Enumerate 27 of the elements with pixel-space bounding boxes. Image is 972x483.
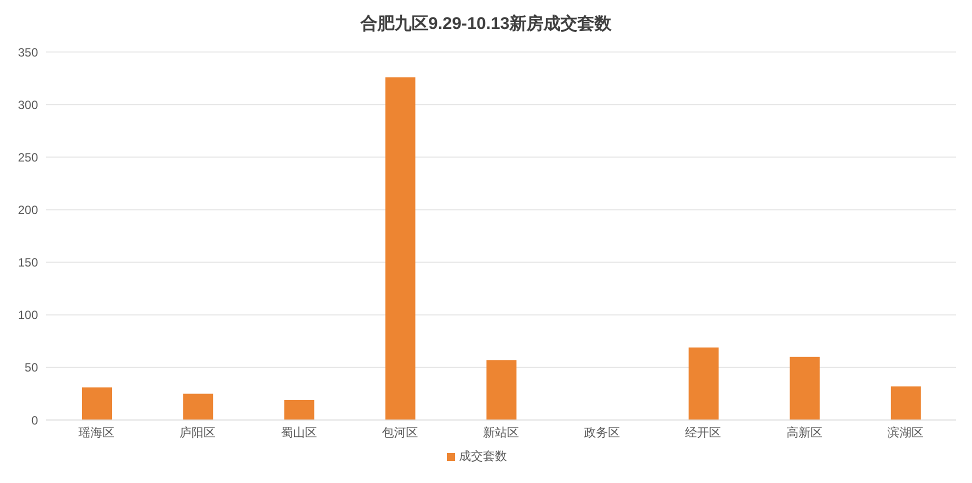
x-tick-label: 滨湖区 <box>887 426 924 440</box>
y-tick-label: 250 <box>18 150 38 164</box>
x-tick-label: 经开区 <box>685 426 722 440</box>
y-tick-label: 50 <box>24 360 38 375</box>
y-tick-label: 100 <box>18 308 38 322</box>
bar <box>284 400 314 420</box>
x-tick-label: 包河区 <box>382 426 418 440</box>
bar <box>385 77 416 420</box>
y-tick-label: 150 <box>18 256 38 270</box>
bar <box>688 347 719 420</box>
bar <box>890 386 921 420</box>
x-tick-label: 瑶海区 <box>78 426 115 440</box>
y-tick-label: 200 <box>18 202 38 217</box>
y-tick-label: 350 <box>18 45 38 60</box>
x-tick-label: 高新区 <box>786 426 822 440</box>
y-tick-label: 300 <box>18 98 38 112</box>
x-tick-label: 政务区 <box>584 426 620 440</box>
x-tick-label: 新站区 <box>483 426 519 440</box>
x-tick-label: 蜀山区 <box>280 426 317 440</box>
bar <box>82 387 112 420</box>
legend-label: 成交套数 <box>459 449 507 463</box>
bar <box>790 356 820 420</box>
x-tick-label: 庐阳区 <box>180 426 216 440</box>
bar <box>486 360 516 420</box>
chart-title: 合肥九区9.29-10.13新房成交套数 <box>359 13 613 35</box>
bar <box>183 394 214 420</box>
y-tick-label: 0 <box>31 413 38 428</box>
